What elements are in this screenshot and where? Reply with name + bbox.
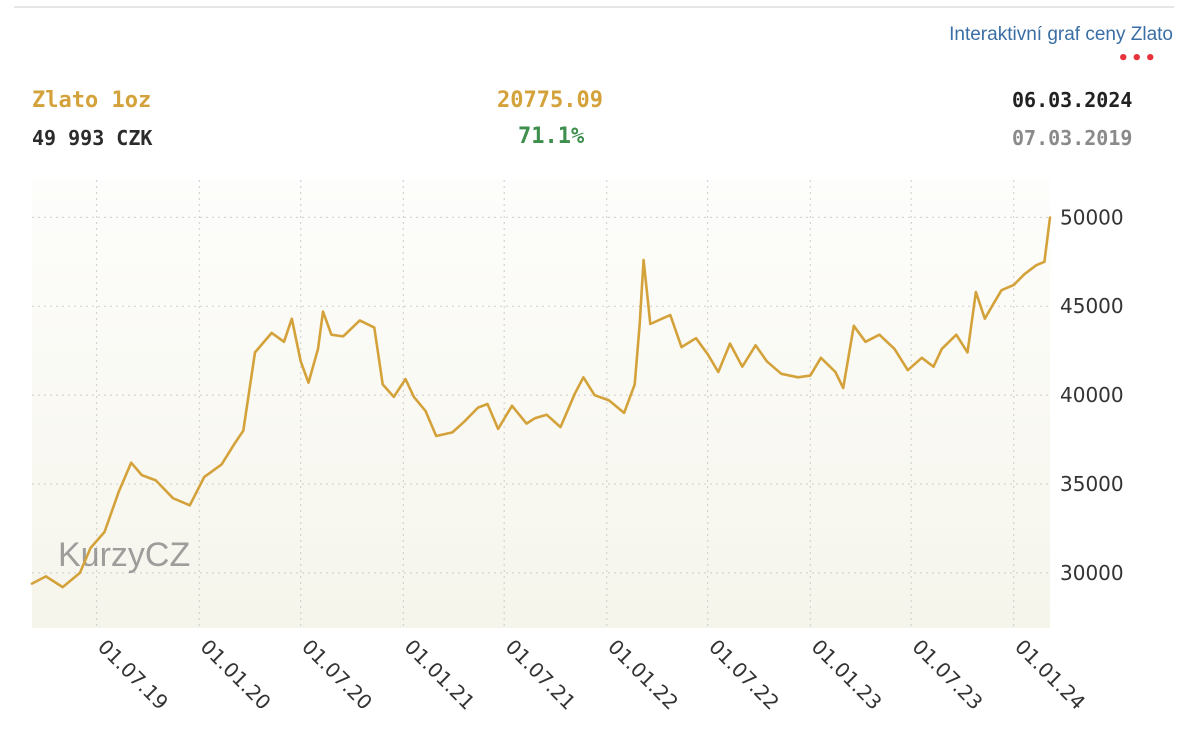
x-tick-label: 01.07.21 [501, 635, 581, 715]
start-date: 07.03.2019 [1012, 126, 1133, 150]
y-tick-label: 45000 [1060, 294, 1124, 318]
y-tick-label: 30000 [1060, 561, 1124, 585]
current-price: 49 993 CZK [32, 126, 153, 150]
x-axis: 01.07.19 01.01.20 01.07.20 01.01.21 01.07.21… [93, 635, 1090, 715]
price-change-absolute: 20775.09 [497, 88, 603, 113]
y-tick-label: 40000 [1060, 383, 1124, 407]
top-divider [14, 6, 1174, 8]
y-tick-label: 35000 [1060, 472, 1124, 496]
price-series-line [30, 216, 1052, 589]
interactive-chart-link[interactable]: Interaktivní graf ceny Zlato [949, 24, 1173, 45]
x-tick-label: 01.01.20 [196, 635, 276, 715]
x-tick-label: 01.07.20 [297, 635, 377, 715]
instrument-name: Zlato 1oz [32, 88, 152, 113]
x-tick-label: 01.01.21 [400, 635, 480, 715]
plot-area [32, 180, 1050, 628]
end-date: 06.03.2024 [1012, 88, 1133, 112]
series-group [30, 216, 1052, 589]
x-tick-label: 01.07.19 [93, 635, 173, 715]
price-change-percent: 71.1% [518, 124, 585, 149]
x-tick-label: 01.01.22 [603, 635, 683, 715]
x-tick-label: 01.01.24 [1010, 635, 1090, 715]
y-tick-label: 50000 [1060, 205, 1124, 229]
y-axis: 30000 35000 40000 45000 50000 [1060, 205, 1124, 585]
x-tick-label: 01.01.23 [807, 635, 887, 715]
watermark-logo: KurzyCZ [58, 536, 190, 574]
x-tick-label: 01.07.22 [704, 635, 784, 715]
more-options-icon[interactable]: ••• [1117, 48, 1158, 69]
x-tick-label: 01.07.23 [908, 635, 988, 715]
